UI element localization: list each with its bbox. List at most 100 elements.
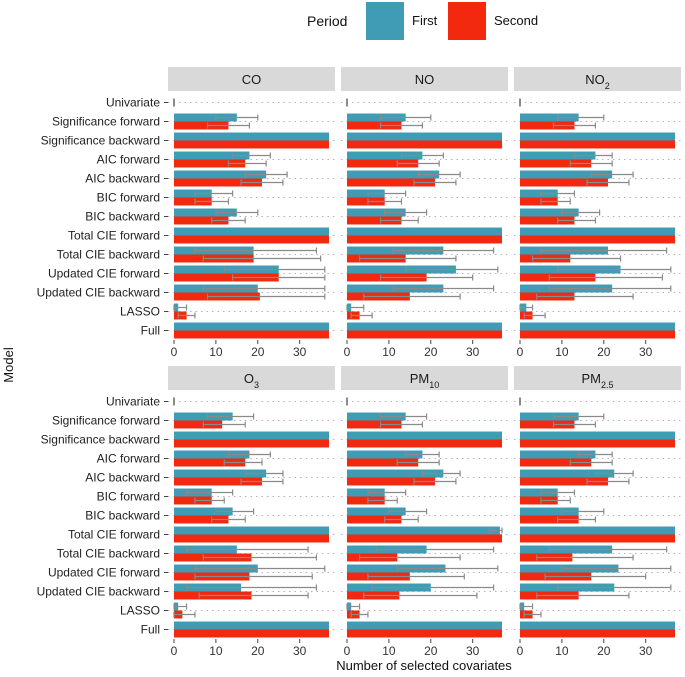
bar-first bbox=[520, 208, 579, 217]
bar-second bbox=[174, 477, 262, 486]
bar-first bbox=[347, 488, 385, 497]
panel-pm25: PM2.5 0 10 20 30 bbox=[514, 366, 681, 658]
bar-second bbox=[347, 178, 435, 187]
bar-second bbox=[347, 629, 502, 638]
y-category-label: LASSO bbox=[120, 604, 160, 618]
bar-second bbox=[174, 458, 246, 467]
bar-second bbox=[520, 458, 592, 467]
bar-first bbox=[520, 412, 579, 421]
panel-pm10: PM10 0 10 20 30 bbox=[341, 366, 508, 658]
y-category-label: BIC backward bbox=[85, 210, 160, 224]
legend-title: Period bbox=[307, 13, 347, 29]
bar-first bbox=[347, 113, 406, 122]
x-tick-label: 20 bbox=[424, 345, 438, 359]
facet-strip bbox=[514, 366, 681, 390]
y-category-label: AIC forward bbox=[97, 153, 160, 167]
panel-o3: O3 0 10 20 30 Univariate Significance forward S… bbox=[37, 366, 335, 658]
panel-no2: NO2 0 10 20 30 bbox=[514, 67, 681, 359]
bar-second bbox=[174, 629, 329, 638]
bar-second bbox=[520, 496, 558, 505]
bar-second bbox=[174, 178, 262, 187]
bar-first bbox=[347, 208, 406, 217]
y-category-label: Significance backward bbox=[41, 134, 160, 148]
bar-second bbox=[520, 197, 558, 206]
x-tick-label: 20 bbox=[251, 644, 265, 658]
bar-first bbox=[174, 151, 250, 160]
facet-strip bbox=[341, 67, 508, 91]
bar-first bbox=[347, 151, 423, 160]
bar-second bbox=[347, 439, 502, 448]
facet-strip-label: O3 bbox=[244, 371, 259, 390]
bar-first bbox=[347, 227, 502, 236]
y-category-label: Updated CIE forward bbox=[48, 566, 160, 580]
y-category-label: AIC backward bbox=[85, 471, 160, 485]
bar-first bbox=[520, 227, 675, 236]
bar-first bbox=[520, 170, 613, 179]
x-tick-label: 30 bbox=[293, 345, 307, 359]
facet-strip-label: PM10 bbox=[410, 371, 440, 390]
bar-first bbox=[520, 113, 579, 122]
bar-first bbox=[520, 469, 615, 478]
bar-second bbox=[347, 458, 419, 467]
x-tick-label: 20 bbox=[597, 345, 611, 359]
bar-second bbox=[347, 235, 502, 244]
y-category-label: Updated CIE backward bbox=[37, 585, 160, 599]
x-tick-label: 10 bbox=[382, 644, 396, 658]
y-category-label: Univariate bbox=[106, 96, 160, 110]
x-tick-label: 0 bbox=[171, 644, 178, 658]
legend-key-first bbox=[366, 2, 404, 40]
y-category-label: Significance forward bbox=[52, 414, 160, 428]
bar-second bbox=[174, 534, 329, 543]
bar-first bbox=[347, 526, 500, 535]
bar-first bbox=[174, 526, 329, 535]
facet-strip bbox=[514, 67, 681, 91]
bar-second bbox=[347, 121, 402, 130]
y-category-label: AIC backward bbox=[85, 172, 160, 186]
legend-label-second: Second bbox=[494, 13, 538, 28]
y-category-label: Total CIE backward bbox=[57, 547, 160, 561]
bar-second bbox=[347, 534, 502, 543]
bar-first bbox=[174, 412, 233, 421]
x-tick-label: 30 bbox=[466, 644, 480, 658]
bar-first bbox=[520, 189, 558, 198]
bar-second bbox=[520, 515, 579, 524]
bar-second bbox=[347, 420, 402, 429]
facet-strip-label: NO2 bbox=[585, 72, 610, 91]
bar-second bbox=[520, 330, 675, 339]
bar-first bbox=[174, 507, 233, 516]
panel-co: CO 0 10 20 30 Univariate Significance forward S… bbox=[37, 67, 335, 359]
facet-panels: CO 0 10 20 30 Univariate Significance forward S… bbox=[37, 67, 681, 658]
x-tick-label: 20 bbox=[597, 644, 611, 658]
x-tick-label: 0 bbox=[517, 644, 524, 658]
bar-second bbox=[520, 216, 575, 225]
x-tick-label: 30 bbox=[293, 644, 307, 658]
y-category-label: Full bbox=[141, 324, 160, 338]
bar-first bbox=[347, 621, 502, 630]
bar-second bbox=[174, 420, 223, 429]
bar-first bbox=[520, 322, 675, 331]
x-tick-label: 0 bbox=[517, 345, 524, 359]
y-category-label: BIC forward bbox=[97, 490, 160, 504]
facet-strip bbox=[168, 366, 335, 390]
y-category-label: Updated CIE forward bbox=[48, 267, 160, 281]
y-category-label: BIC backward bbox=[85, 509, 160, 523]
bar-second bbox=[347, 496, 385, 505]
x-tick-label: 10 bbox=[209, 644, 223, 658]
bar-first bbox=[520, 621, 675, 630]
bar-first bbox=[347, 450, 423, 459]
bar-first bbox=[347, 322, 502, 331]
y-category-label: BIC forward bbox=[97, 191, 160, 205]
bar-second bbox=[520, 178, 608, 187]
bar-second bbox=[520, 629, 675, 638]
x-tick-label: 10 bbox=[382, 345, 396, 359]
bar-second bbox=[174, 330, 329, 339]
x-tick-label: 0 bbox=[344, 345, 351, 359]
legend-key-second bbox=[448, 2, 486, 40]
y-category-label: Significance backward bbox=[41, 433, 160, 447]
x-tick-label: 10 bbox=[555, 345, 569, 359]
bar-first bbox=[520, 526, 675, 535]
x-tick-label: 30 bbox=[466, 345, 480, 359]
bar-second bbox=[174, 197, 212, 206]
bar-first bbox=[347, 431, 502, 440]
